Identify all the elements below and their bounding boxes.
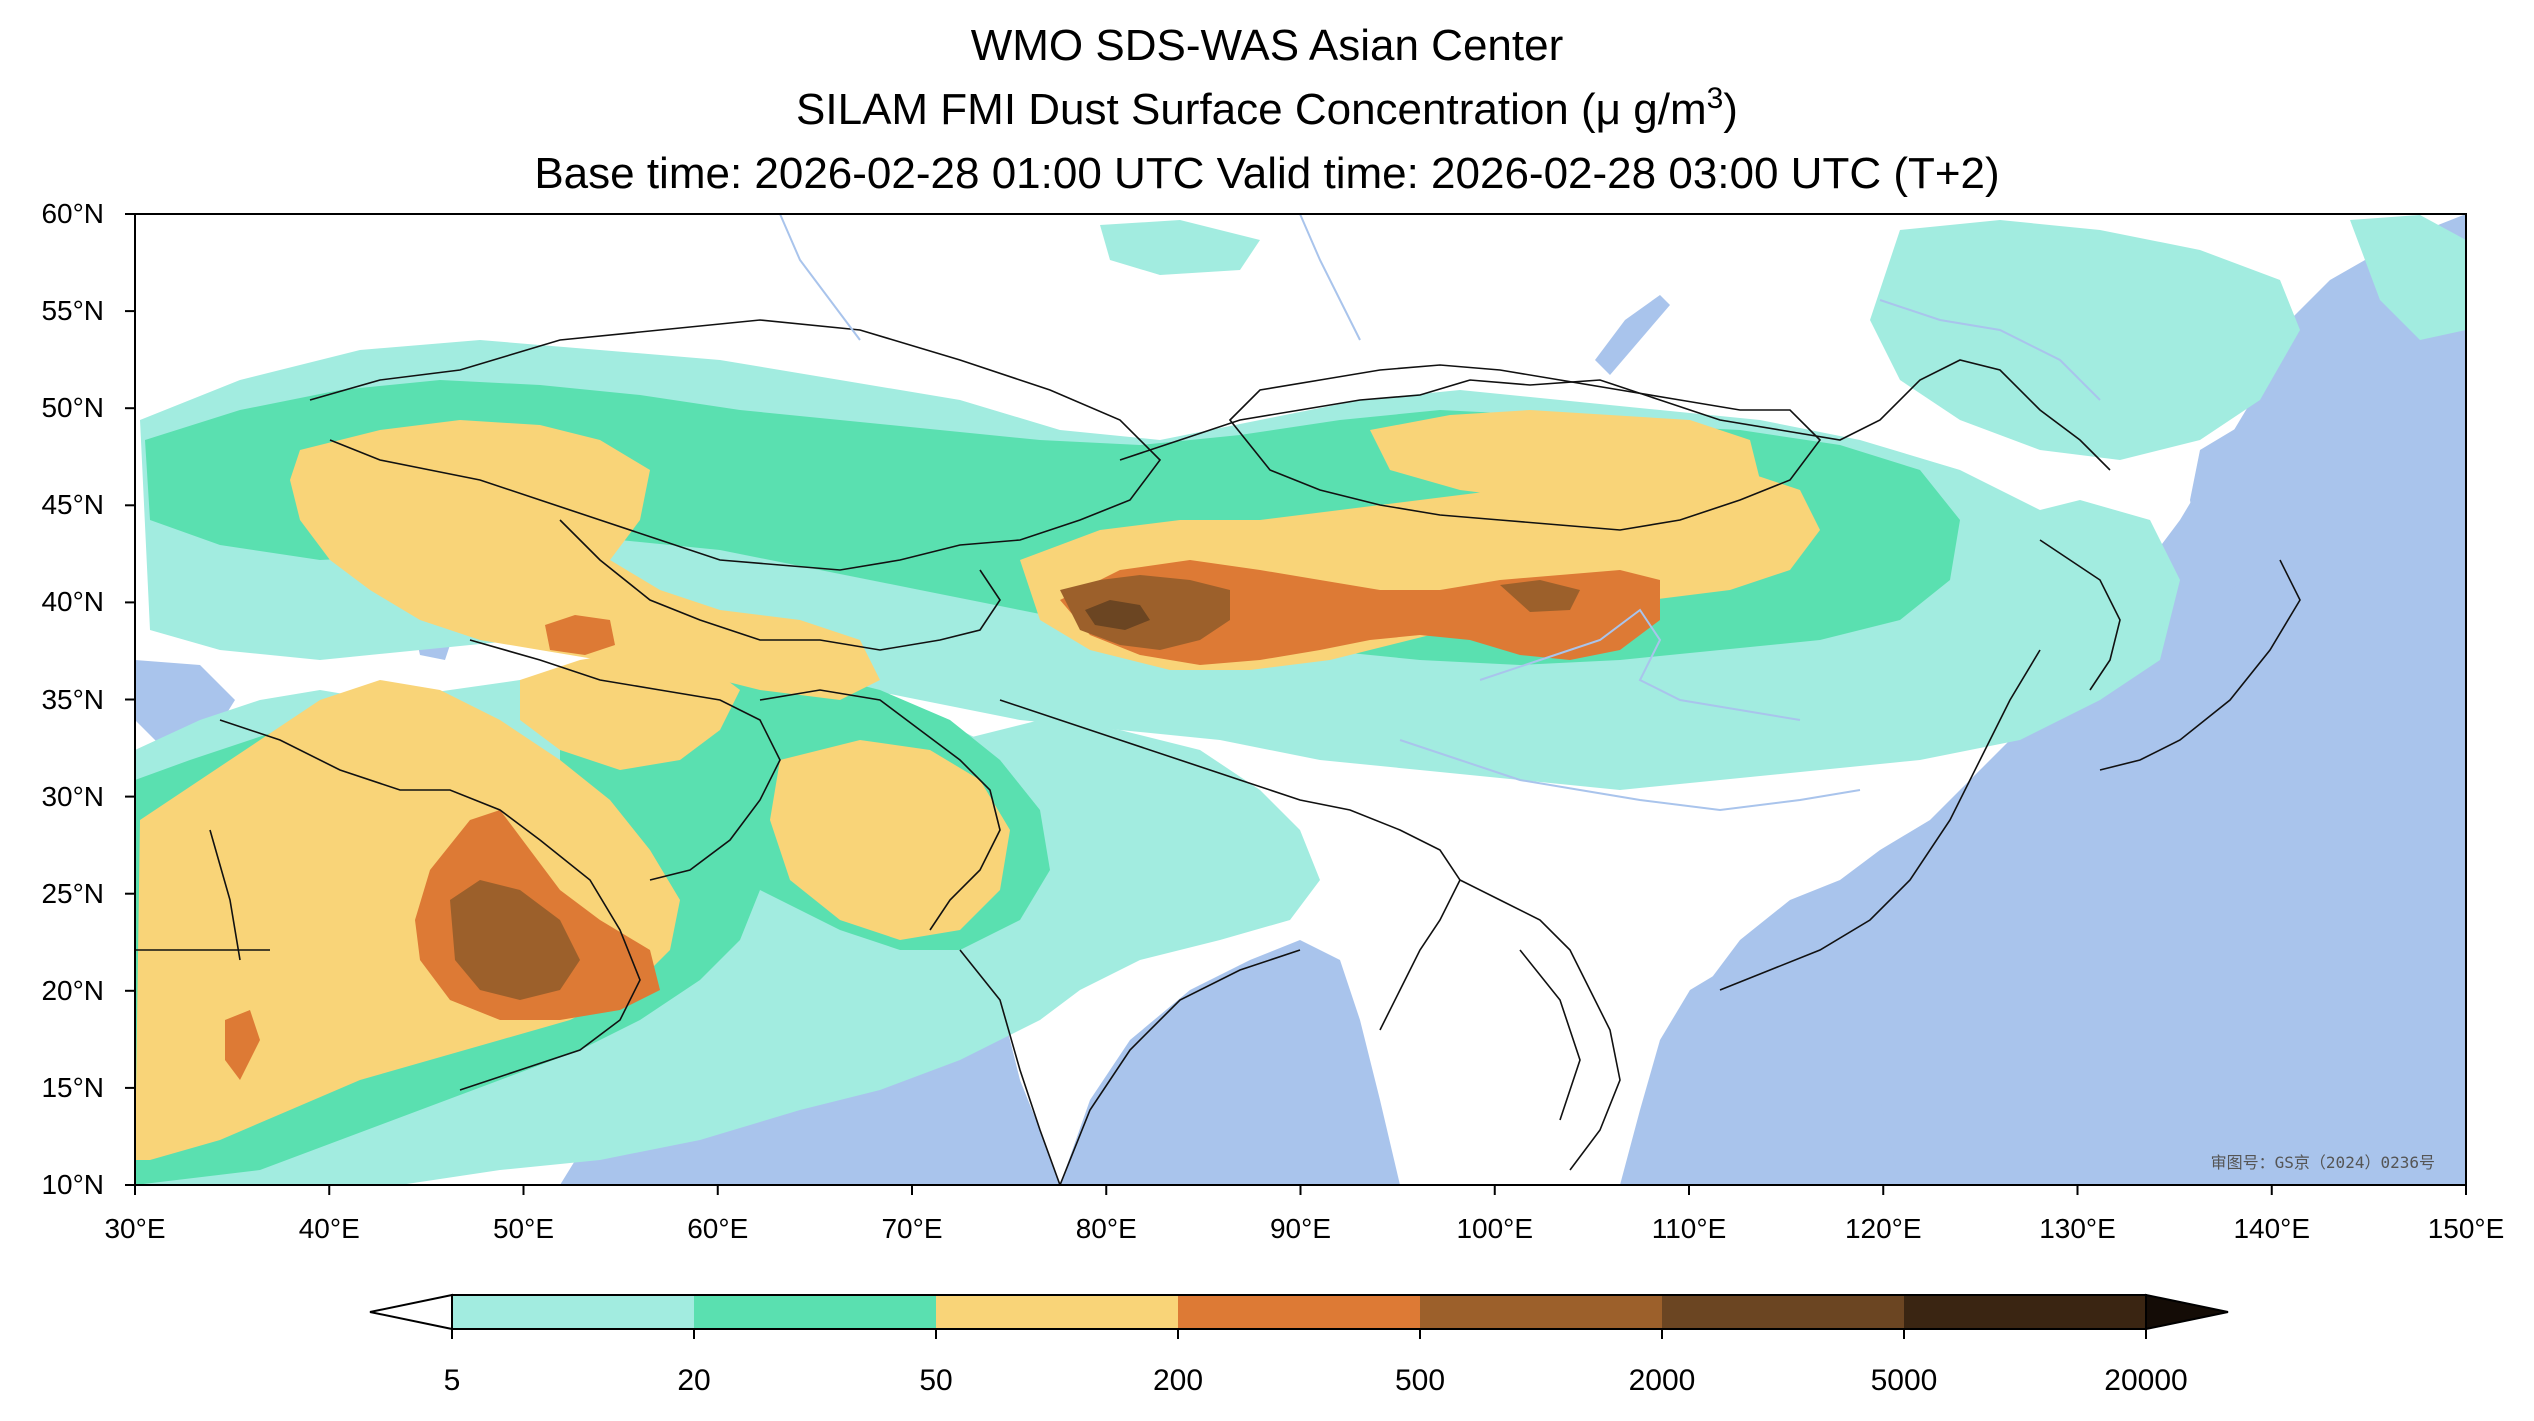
sea-of-japan	[2190, 420, 2320, 590]
dust-50-200-pakistan	[770, 740, 1010, 940]
colorbar-segment	[694, 1295, 937, 1329]
y-tick-label: 30°N	[41, 780, 104, 812]
colorbar-tick-label: 2000	[1628, 1364, 1696, 1397]
x-tick-label: 80°E	[1075, 1213, 1137, 1244]
x-tick-label: 90°E	[1269, 1213, 1332, 1244]
south-china-sea	[1620, 950, 1900, 1185]
y-tick-label: 15°N	[41, 1071, 104, 1103]
border-arabia	[219, 719, 641, 1091]
x-tick-label: 70°E	[881, 1213, 943, 1244]
x-tick-label: 50°E	[492, 1213, 555, 1244]
river-yellow	[1479, 608, 1801, 721]
river-amur	[1879, 299, 2101, 401]
bay-of-bengal	[1060, 940, 1400, 1185]
x-tick-label: 130°E	[2039, 1213, 2116, 1244]
y-tick-label: 60°N	[41, 198, 104, 229]
map-watermark: 审图号：GS京（2024）0236号	[2211, 1153, 2435, 1172]
coast-india	[959, 949, 1301, 1185]
border-africa	[135, 829, 270, 961]
colorbar-extend-low	[369, 1293, 453, 1331]
title-line-2-suffix: )	[1723, 85, 1738, 134]
y-tick-label: 50°N	[41, 392, 104, 424]
y-tick-label: 20°N	[41, 974, 104, 1006]
map-area	[135, 214, 2466, 1185]
colorbar-segment	[1420, 1295, 1663, 1329]
dust-50-200-arabia	[135, 680, 680, 1160]
dust-5-20-siberia	[1100, 220, 1260, 275]
colorbar-segment	[452, 1295, 695, 1329]
y-tick-label: 35°N	[41, 683, 104, 715]
title-line-2-unit: μ g/m	[1595, 85, 1707, 134]
border-central-asia	[559, 519, 1001, 651]
y-tick-label: 25°N	[41, 877, 104, 909]
y-tick-label: 45°N	[41, 489, 104, 521]
colorbar-frame	[451, 1294, 2147, 1330]
y-tick-label: 40°N	[41, 586, 104, 618]
colorbar-tick-label: 20000	[2104, 1364, 2188, 1397]
coast-japan	[2099, 559, 2301, 771]
dust-5-20-far-east	[2350, 215, 2466, 340]
colorbar-tick-label: 50	[919, 1364, 953, 1397]
colorbar-tick-label: 5000	[1870, 1364, 1938, 1397]
country-borders	[135, 319, 2301, 1185]
colorbar	[369, 1293, 2229, 1339]
border-southeast-asia	[1459, 879, 1621, 1171]
dust-200-500-karakum	[545, 615, 615, 655]
colorbar-tick-label: 500	[1394, 1364, 1446, 1397]
dust-5-20-india	[960, 720, 1320, 1020]
coast-china-east	[1719, 649, 2041, 991]
river-yangtze	[1399, 739, 1861, 812]
axis-ticks	[125, 213, 2467, 1195]
x-tick-label: 140°E	[2233, 1213, 2311, 1244]
colorbar-tick-label: 5	[443, 1364, 461, 1397]
border-himalaya	[999, 699, 1461, 1031]
title-line-2-sup: 3	[1706, 82, 1724, 115]
colorbar-extend-high	[2145, 1293, 2229, 1331]
border-kazakhstan	[309, 319, 1162, 571]
x-tick-label: 110°E	[1651, 1213, 1727, 1244]
title-line-3: Base time: 2026-02-28 01:00 UTC Valid ti…	[534, 149, 2000, 198]
border-pakistan-india	[759, 689, 1001, 931]
dust-500-2000-alashan	[1500, 580, 1580, 612]
dust-50-200-northern-gobi	[1370, 410, 1760, 505]
dust-50-200-iran	[520, 650, 740, 770]
y-tick-label: 55°N	[41, 295, 104, 327]
colorbar-segment	[936, 1295, 1179, 1329]
border-china-north	[1119, 359, 2111, 471]
dust-500-2000-rub-al-khali	[450, 880, 580, 1000]
colorbar-segment	[1662, 1295, 1905, 1329]
river-yenisei	[1299, 214, 1361, 341]
x-tick-label: 120°E	[1844, 1213, 1922, 1244]
colorbar-tick-label: 200	[1152, 1364, 1204, 1397]
border-iran-afghanistan	[469, 639, 781, 881]
dust-200-500-sudan	[225, 1010, 260, 1080]
colorbar-segment	[1904, 1295, 2147, 1329]
x-tick-label: 40°E	[298, 1213, 360, 1244]
x-tick-label: 30°E	[104, 1213, 166, 1244]
x-tick-label: 60°E	[687, 1213, 749, 1244]
y-tick-label: 10°N	[41, 1169, 104, 1200]
border-mongolia	[1228, 364, 1822, 531]
title-line-2-prefix: SILAM FMI Dust Surface Concentration (	[796, 85, 1596, 134]
lake-baikal	[1595, 295, 1670, 375]
title-line-2: SILAM FMI Dust Surface Concentration (μ …	[0, 84, 2534, 136]
border-korea	[2039, 539, 2121, 691]
rivers	[779, 214, 2101, 812]
colorbar-segment	[1178, 1295, 1421, 1329]
river-ob	[779, 214, 861, 341]
x-tick-label: 100°E	[1456, 1213, 1534, 1244]
x-tick-label: 150°E	[2427, 1213, 2505, 1244]
dust-5-20-korea-japan	[2000, 500, 2180, 700]
colorbar-tick-label: 20	[677, 1364, 711, 1397]
title-line-1: WMO SDS-WAS Asian Center	[970, 21, 1564, 70]
dust-2000-5000-core	[1085, 600, 1150, 630]
dust-5-20-northeast	[1870, 220, 2300, 460]
